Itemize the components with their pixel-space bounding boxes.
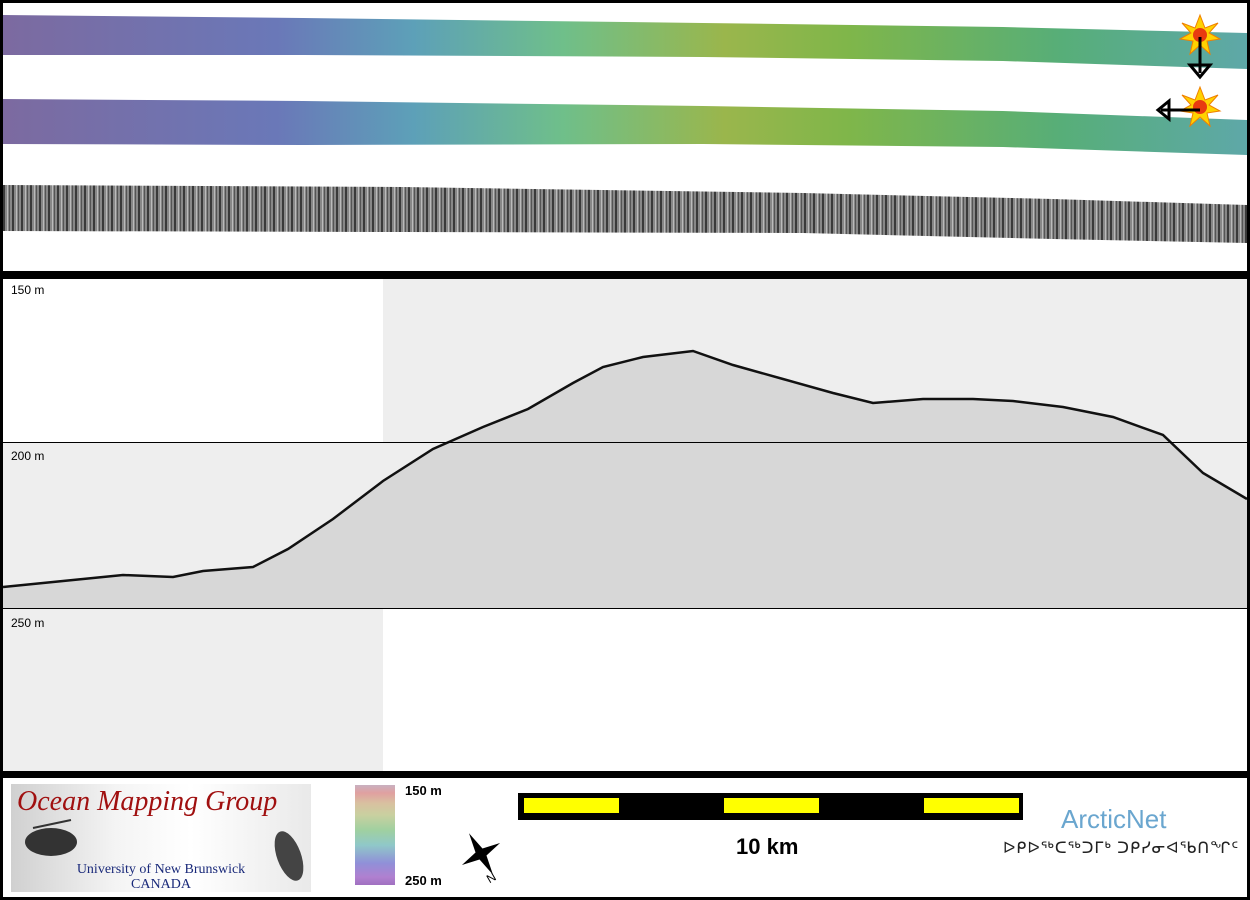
scale-bar-segment [924, 798, 1019, 813]
scale-bar-label: 10 km [736, 834, 799, 859]
arcticnet-syllabics: ᐅᑭᐅᖅᑕᖅᑐᒥᒃ ᑐᑭᓯᓂᐊᖃᑎᖏᑦ [1003, 840, 1240, 857]
bathymetry-swath-upper [3, 15, 1247, 69]
ocean-mapping-group-logo: Ocean Mapping Group University of New Br… [11, 784, 311, 892]
logo-university: University of New Brunswick [76, 862, 246, 877]
depth-label-200: 200 m [11, 449, 45, 463]
down-arrow-icon [1186, 37, 1214, 80]
logo-artwork [25, 819, 304, 881]
footer-legend-panel: Ocean Mapping Group University of New Br… [3, 778, 1247, 897]
depth-gridline-200 [3, 442, 1247, 443]
logo-title: Ocean Mapping Group [17, 786, 278, 817]
seafloor-reflector [3, 349, 1247, 589]
arcticnet-logo-text: ArcticNet [1061, 804, 1167, 834]
bathymetry-swath-lower [3, 99, 1247, 155]
colorbar-top-label: 150 m [405, 783, 442, 798]
echogram-svg [3, 279, 1247, 771]
depth-label-250: 250 m [11, 616, 45, 630]
depth-gridline-250 [3, 608, 1247, 609]
scale-bar-segment [724, 798, 819, 813]
logo-country: CANADA [131, 877, 191, 892]
echogram-window-bottom [3, 609, 383, 771]
swath-svg [3, 13, 1247, 243]
subbottom-profile-panel: 150 m 200 m 250 m [3, 279, 1247, 771]
scale-bar [518, 793, 1023, 820]
left-arrow-icon [1155, 97, 1200, 123]
depth-colorbar [355, 785, 395, 885]
scale-bar-segment [524, 798, 619, 813]
colorbar-bottom-label: 250 m [405, 873, 442, 888]
sidescan-swath [3, 185, 1247, 243]
north-arrow-icon: N [461, 833, 501, 884]
seafloor-return-fill [3, 351, 1247, 609]
swath-panel [3, 3, 1247, 271]
svg-text:N: N [484, 870, 499, 884]
depth-label-150: 150 m [11, 283, 45, 297]
